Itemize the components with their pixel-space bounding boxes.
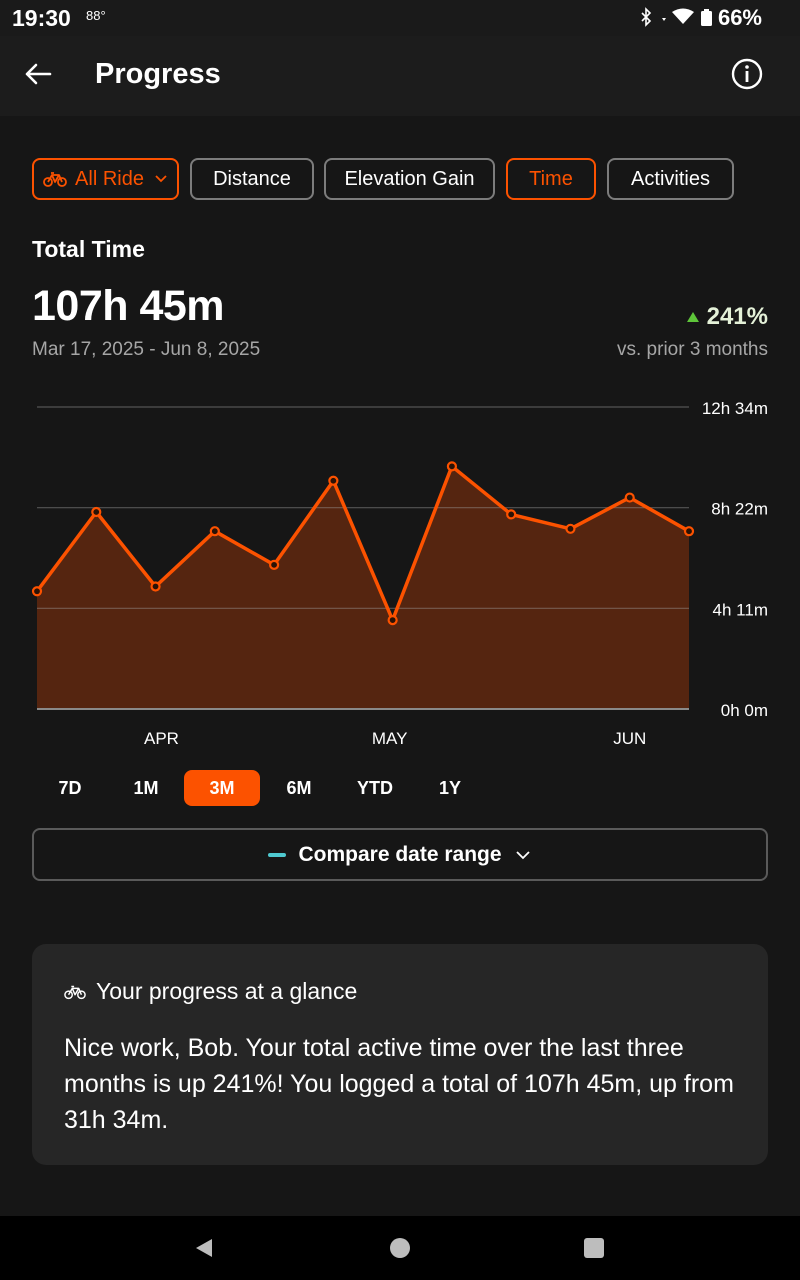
filter-chip-activities[interactable]: Activities [607, 158, 734, 200]
glance-text: Nice work, Bob. Your total active time o… [64, 1034, 734, 1134]
x-tick-label: JUN [613, 729, 646, 748]
range-ytd[interactable]: YTD [357, 777, 393, 798]
data-point [446, 461, 458, 472]
x-tick-label: APR [144, 729, 179, 748]
battery-percent: 66% [717, 5, 762, 30]
data-point [328, 475, 339, 486]
total-value: 107h 45m [32, 282, 225, 330]
filter-chip-label: Elevation Gain [344, 167, 475, 190]
status-icons [641, 7, 712, 27]
nav-recents-icon[interactable] [582, 1236, 606, 1260]
battery-icon [701, 9, 712, 26]
up-arrow-icon [686, 312, 699, 322]
change-percent: 241% [706, 303, 768, 330]
back-arrow-icon[interactable] [20, 56, 56, 92]
filter-chip-distance[interactable]: Distance [190, 158, 314, 200]
metric-title: Total Time [32, 236, 145, 262]
date-range: Mar 17, 2025 - Jun 8, 2025 [32, 339, 261, 360]
system-nav-bar [0, 1216, 800, 1280]
progress-glance-card: Your progress at a glance Nice work, Bob… [32, 944, 768, 1165]
wifi-icon [662, 8, 694, 24]
bluetooth-icon [641, 7, 652, 27]
glance-title: Your progress at a glance [96, 978, 358, 1004]
time-chart-svg: 0h 0m 4h 11m 8h 22m 12h 34m APR MAY JUN [31, 399, 768, 748]
bike-icon [43, 172, 67, 187]
range-3m[interactable]: 3M [184, 770, 260, 806]
chevron-down-icon [515, 850, 530, 859]
range-1m[interactable]: 1M [133, 777, 159, 798]
y-tick-label: 8h 22m [711, 500, 768, 519]
y-tick-label: 4h 11m [713, 600, 768, 619]
page-title: Progress [95, 58, 221, 90]
bike-icon [64, 985, 86, 999]
nav-home-icon[interactable] [388, 1236, 412, 1260]
chart-area [37, 466, 689, 709]
data-point [683, 526, 695, 537]
info-icon[interactable] [729, 56, 765, 92]
filter-chip-label: Distance [213, 167, 291, 190]
series-line [35, 464, 690, 622]
compare-legend-dash [268, 852, 287, 857]
compare-label: Compare date range [298, 842, 502, 866]
status-bar: 19:30 88° 66% [0, 0, 800, 36]
y-tick-label: 12h 34m [702, 399, 768, 418]
glance-header: Your progress at a glance [64, 978, 357, 1005]
filter-chip-time[interactable]: Time [506, 158, 596, 200]
filter-chip-elevation-gain[interactable]: Elevation Gain [324, 158, 495, 200]
sport-filter-dropdown[interactable]: All Ride [32, 158, 179, 200]
status-temperature: 88° [86, 8, 106, 23]
filter-chip-label: Time [529, 167, 573, 190]
change-comparison-label: vs. prior 3 months [617, 339, 768, 360]
data-point [31, 586, 43, 597]
sport-filter-label: All Ride [75, 167, 144, 190]
data-point [268, 559, 280, 570]
app-bar: Progress [0, 36, 800, 116]
filter-chip-label: Activities [631, 167, 710, 190]
data-point [565, 523, 576, 534]
x-tick-label: MAY [372, 729, 408, 748]
compare-date-range-button[interactable]: Compare date range [32, 828, 768, 881]
data-point [624, 492, 635, 503]
data-point [150, 581, 161, 592]
y-tick-label: 0h 0m [721, 701, 768, 720]
data-point [506, 509, 517, 520]
chevron-down-icon [155, 175, 167, 183]
range-7d[interactable]: 7D [58, 777, 82, 798]
time-chart: 0h 0m 4h 11m 8h 22m 12h 34m APR MAY JUN [0, 390, 800, 760]
status-time: 19:30 [12, 5, 71, 31]
range-1y[interactable]: 1Y [438, 777, 462, 798]
data-point [209, 526, 220, 537]
range-6m[interactable]: 6M [286, 777, 312, 798]
nav-back-icon[interactable] [192, 1236, 216, 1260]
data-point [387, 615, 398, 626]
data-point [91, 506, 102, 518]
change-indicator: 241% [686, 303, 768, 331]
